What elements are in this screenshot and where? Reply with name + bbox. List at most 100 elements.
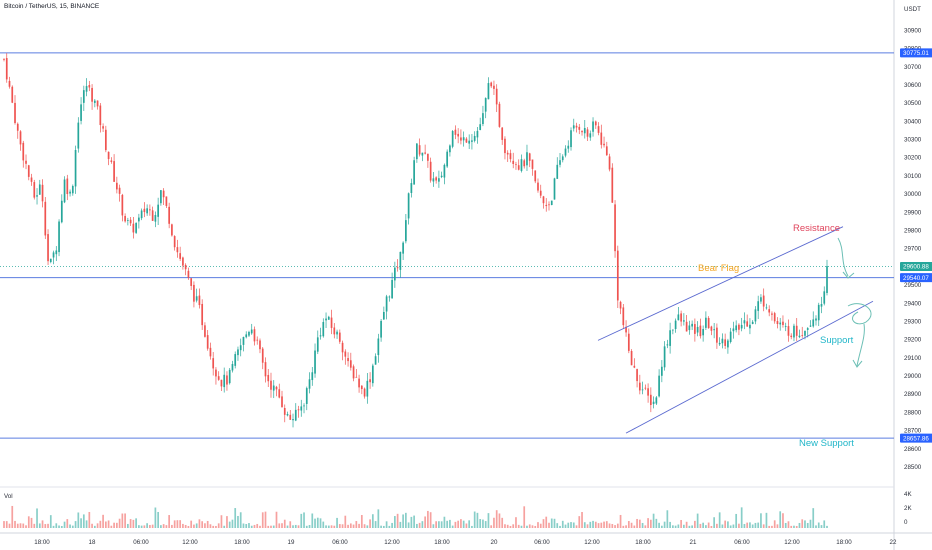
volume-bar bbox=[3, 521, 5, 528]
candle-body bbox=[104, 129, 107, 151]
volume-bar bbox=[490, 525, 493, 528]
candle-body bbox=[581, 131, 583, 133]
volume-bar bbox=[801, 519, 804, 528]
volume-bar bbox=[454, 521, 457, 528]
volume-bar bbox=[113, 522, 115, 528]
volume-bar bbox=[140, 525, 143, 528]
candle-body bbox=[16, 123, 19, 131]
candle-body bbox=[784, 326, 787, 327]
candle-body bbox=[482, 113, 484, 125]
volume-bar bbox=[349, 523, 352, 528]
candle-body bbox=[468, 140, 471, 144]
volume-bar bbox=[63, 521, 66, 528]
volume-bar bbox=[435, 521, 437, 528]
volume-bar bbox=[760, 513, 762, 528]
time-tick-label: 18:00 bbox=[836, 539, 852, 546]
volume-bar bbox=[410, 516, 413, 528]
price-tick-label: 29700 bbox=[904, 246, 922, 253]
volume-bar bbox=[446, 520, 449, 528]
candle-body bbox=[583, 128, 586, 134]
candle-body bbox=[454, 129, 457, 135]
candle-body bbox=[572, 125, 575, 129]
volume-bar bbox=[325, 525, 327, 528]
candle-body bbox=[509, 153, 512, 160]
volume-bar bbox=[308, 524, 311, 528]
volume-tick-label: 0 bbox=[904, 519, 908, 526]
arrow-head bbox=[842, 271, 855, 279]
volume-bar bbox=[677, 524, 680, 528]
volume-bar bbox=[655, 518, 658, 528]
candle-body bbox=[322, 321, 325, 337]
volume-bar bbox=[826, 525, 828, 528]
candle-body bbox=[575, 125, 578, 128]
candle-body bbox=[487, 83, 490, 100]
volume-bar bbox=[234, 508, 237, 528]
volume-bar bbox=[138, 525, 140, 528]
candle-body bbox=[118, 187, 121, 194]
volume-bar bbox=[627, 521, 630, 528]
price-tick-label: 28800 bbox=[904, 409, 922, 416]
candle-body bbox=[534, 170, 537, 182]
candle-body bbox=[140, 210, 143, 219]
volume-bar bbox=[209, 524, 212, 528]
candle-body bbox=[432, 178, 435, 182]
candle-body bbox=[96, 100, 99, 107]
candle-body bbox=[129, 219, 132, 224]
volume-bar bbox=[292, 525, 294, 528]
time-tick-label: 18 bbox=[89, 539, 96, 546]
candle-body bbox=[115, 182, 118, 190]
candle-body bbox=[157, 204, 159, 217]
candle-body bbox=[812, 319, 815, 327]
candle-body bbox=[204, 325, 206, 337]
candle-body bbox=[691, 323, 693, 327]
candle-body bbox=[385, 296, 388, 312]
candle-body bbox=[206, 335, 209, 349]
time-tick-label: 18:00 bbox=[234, 539, 250, 546]
volume-bar bbox=[314, 518, 316, 528]
candle-body bbox=[762, 295, 765, 307]
volume-bar bbox=[173, 520, 176, 528]
volume-bar bbox=[281, 523, 283, 528]
volume-bar bbox=[171, 524, 173, 528]
volume-bar bbox=[272, 525, 275, 528]
candle-body bbox=[325, 318, 327, 321]
candle-body bbox=[297, 409, 300, 411]
volume-bar bbox=[438, 521, 440, 528]
candle-body bbox=[564, 148, 567, 156]
volume-bar bbox=[413, 515, 415, 528]
candle-body bbox=[127, 220, 129, 221]
volume-bar bbox=[160, 525, 162, 528]
volume-bar bbox=[187, 525, 190, 528]
volume-bar bbox=[570, 522, 572, 528]
volume-bar bbox=[336, 517, 338, 528]
candle-body bbox=[82, 90, 85, 103]
volume-bar bbox=[58, 525, 60, 528]
volume-bar bbox=[771, 525, 773, 528]
candle-body bbox=[473, 135, 476, 141]
candle-body bbox=[292, 419, 294, 421]
price-tick-label: 30400 bbox=[904, 118, 922, 125]
candle-body bbox=[683, 320, 685, 322]
candle-body bbox=[305, 388, 308, 404]
candle-body bbox=[349, 360, 352, 368]
volume-bar bbox=[93, 525, 96, 528]
volume-bar bbox=[583, 522, 586, 528]
time-tick-label: 06:00 bbox=[133, 539, 149, 546]
volume-bar bbox=[201, 521, 204, 528]
volume-bar bbox=[369, 519, 371, 528]
candle-body bbox=[220, 379, 223, 387]
candle-body bbox=[30, 177, 33, 182]
time-tick-label: 12:00 bbox=[384, 539, 400, 546]
candle-body bbox=[627, 333, 630, 351]
volume-bar bbox=[804, 520, 806, 528]
candle-body bbox=[724, 339, 727, 346]
volume-bar bbox=[278, 523, 281, 528]
candle-body bbox=[451, 131, 454, 147]
volume-bar bbox=[347, 524, 349, 528]
candle-body bbox=[771, 313, 773, 315]
candle-body bbox=[270, 380, 272, 390]
volume-bar bbox=[82, 514, 85, 528]
volume-bar bbox=[253, 524, 256, 528]
